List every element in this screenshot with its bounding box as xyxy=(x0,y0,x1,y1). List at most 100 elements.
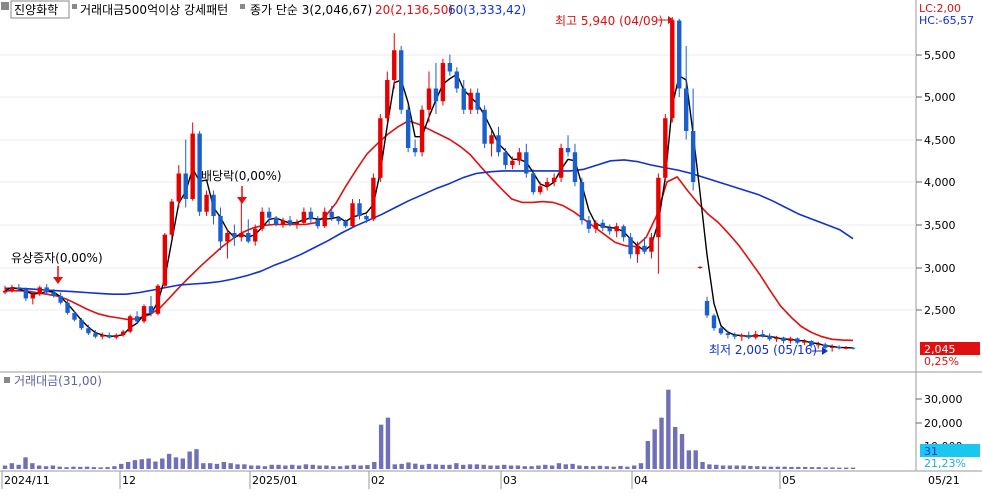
candle-body xyxy=(690,131,696,182)
ma60-line xyxy=(5,159,854,296)
candle-body xyxy=(162,234,168,286)
volume-bar xyxy=(255,465,261,469)
volume-bar xyxy=(707,464,712,469)
candle-body xyxy=(419,109,425,153)
price-tick-label: 4,500 xyxy=(924,134,956,147)
legend-square-icon xyxy=(72,4,77,9)
volume-bar xyxy=(23,457,28,469)
candle-body xyxy=(350,203,355,227)
date-label: 02 xyxy=(371,474,385,487)
candle-body xyxy=(538,186,543,193)
dividend-arrow-icon xyxy=(237,197,247,204)
volume-bar xyxy=(16,464,21,469)
candle-body xyxy=(30,294,36,299)
current-volume-pct: 21,23% xyxy=(924,457,966,470)
candle-body xyxy=(134,316,140,322)
candle-body xyxy=(454,71,460,89)
date-label: 05 xyxy=(782,474,796,487)
volume-bar xyxy=(796,466,801,469)
volume-bar xyxy=(679,434,685,469)
candle-body xyxy=(628,237,633,255)
candle-body xyxy=(579,182,585,221)
date-label: 2024/11 xyxy=(4,474,50,487)
candle-body xyxy=(16,287,22,290)
candle-body xyxy=(586,220,592,229)
volume-bar xyxy=(474,464,480,469)
candle-body xyxy=(86,328,91,334)
candle-body xyxy=(663,118,668,178)
candle-body xyxy=(329,211,334,218)
volume-bar xyxy=(816,467,822,469)
volume-bar xyxy=(64,467,69,469)
candle-body xyxy=(760,334,765,336)
candle-body xyxy=(253,228,258,242)
candle-body xyxy=(343,221,348,227)
candle-body xyxy=(795,338,800,343)
candle-body xyxy=(37,287,42,295)
candle-body xyxy=(107,335,112,338)
volume-bar xyxy=(467,464,473,469)
volume-bar xyxy=(440,464,445,469)
volume-bar xyxy=(331,466,336,469)
volume-bar xyxy=(201,463,206,469)
candle-body xyxy=(412,148,418,153)
candle-body xyxy=(656,177,661,238)
candle-body xyxy=(489,135,494,144)
close-ma-legend: 종가 단순 3(2,046,67) xyxy=(250,3,372,17)
volume-bar xyxy=(720,465,726,469)
volume-bar xyxy=(9,463,15,469)
price-tick-label: 5,000 xyxy=(924,91,956,104)
volume-bar xyxy=(119,463,124,469)
candle-body xyxy=(531,173,536,193)
candle-body xyxy=(816,344,821,346)
candle-body xyxy=(558,148,564,178)
volume-bar xyxy=(84,466,90,469)
volume-bar xyxy=(761,466,767,469)
low-arrow-icon xyxy=(822,347,828,355)
volume-bar xyxy=(146,458,151,469)
legend-square-icon xyxy=(240,4,245,9)
volume-bar xyxy=(132,460,138,469)
volume-bar xyxy=(488,465,493,469)
volume-bar xyxy=(43,466,49,469)
volume-bar xyxy=(433,464,439,469)
candle-body xyxy=(378,118,383,178)
stock-name-box[interactable] xyxy=(10,0,70,19)
candle-body xyxy=(551,177,557,182)
volume-bar xyxy=(160,458,165,469)
candle-body xyxy=(635,245,640,255)
pattern-name[interactable]: 거래대금500억이상 강세패턴 xyxy=(80,3,228,17)
candle-body xyxy=(517,152,522,161)
volume-bar xyxy=(823,467,828,469)
volume-bar xyxy=(850,467,856,469)
candle-body xyxy=(850,347,856,349)
volume-bar xyxy=(495,465,500,469)
volume-bar xyxy=(228,463,233,469)
candle-body xyxy=(788,338,793,341)
volume-bar xyxy=(508,465,514,469)
candle-body xyxy=(364,216,369,220)
high-arrow-icon xyxy=(668,16,674,24)
candle-body xyxy=(809,340,814,346)
volume-bar xyxy=(597,465,603,469)
candle-body xyxy=(266,211,272,218)
candle-body xyxy=(440,63,446,102)
volume-bar xyxy=(652,429,657,469)
volume-bar xyxy=(139,459,144,469)
volume-bar xyxy=(672,427,678,469)
candle-body xyxy=(211,194,216,216)
volume-bar xyxy=(837,467,842,469)
volume-bar xyxy=(727,465,733,469)
candle-body xyxy=(649,237,654,252)
date-label: 04 xyxy=(634,474,648,487)
volume-bar xyxy=(337,466,343,469)
candle-body xyxy=(725,333,731,335)
volume-bar xyxy=(447,464,452,469)
volume-bar xyxy=(36,465,42,469)
volume-bar xyxy=(748,465,753,469)
hc-label: HC:-65,57 xyxy=(919,14,974,27)
candle-body xyxy=(239,233,244,238)
volume-bar xyxy=(775,466,780,469)
candle-body xyxy=(301,211,307,223)
